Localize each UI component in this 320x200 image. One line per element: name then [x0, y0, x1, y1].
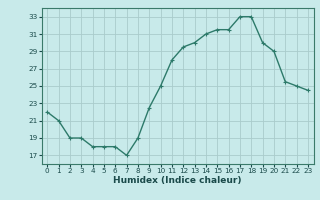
X-axis label: Humidex (Indice chaleur): Humidex (Indice chaleur) — [113, 176, 242, 185]
